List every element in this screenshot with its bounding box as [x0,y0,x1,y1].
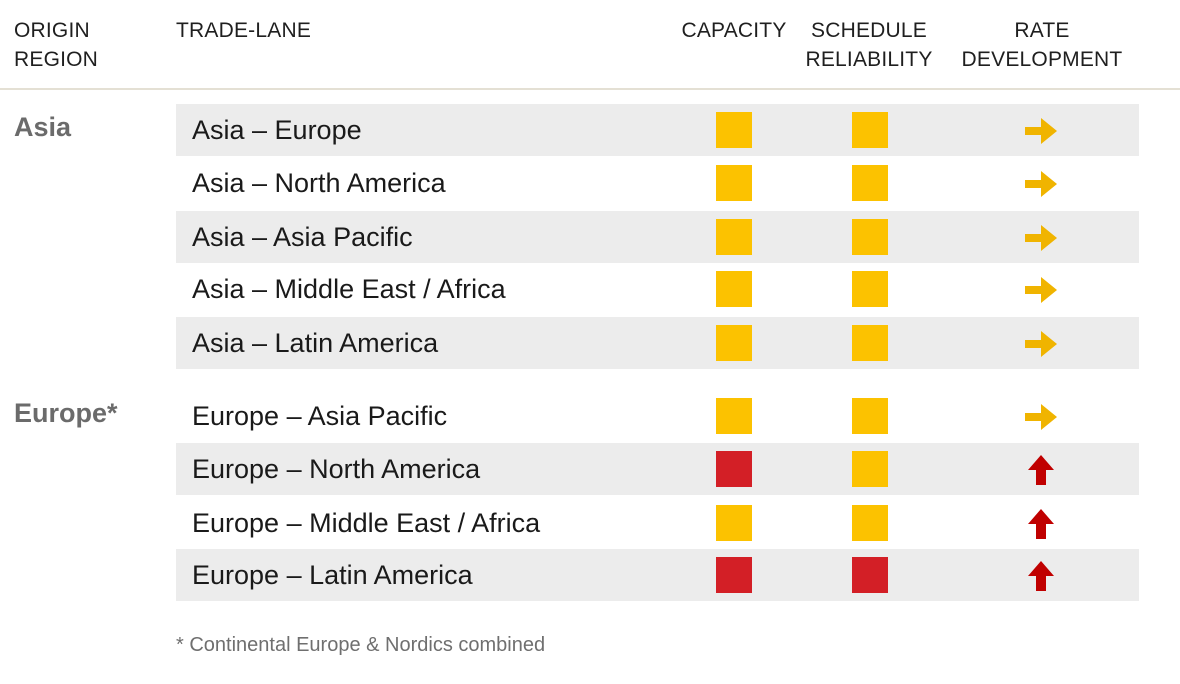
schedule-reliability-indicator [852,451,888,487]
trade-lane-name: Asia – North America [192,168,446,198]
trade-lane-name: Asia – Latin America [192,328,439,358]
schedule-reliability-indicator [852,325,888,361]
trade-lane-name: Europe – North America [192,454,481,484]
schedule-reliability-indicator [852,505,888,541]
capacity-indicator [716,398,752,434]
right-arrow-icon [1025,404,1057,430]
header-origin-region: ORIGIN REGION [14,19,99,71]
schedule-reliability-indicator [852,271,888,307]
capacity-indicator [716,271,752,307]
right-arrow-icon [1025,171,1057,197]
schedule-reliability-indicator [852,219,888,255]
table-row: Europe – Latin America [176,549,1139,601]
trade-lane-name: Europe – Middle East / Africa [192,508,541,538]
capacity-indicator [716,165,752,201]
header-rate-development: RATE DEVELOPMENT [961,19,1123,71]
right-arrow-icon [1025,331,1057,357]
header-schedule-reliability: SCHEDULE RELIABILITY [805,19,933,71]
capacity-indicator [716,219,752,255]
trade-lane-name: Asia – Europe [192,115,362,145]
capacity-indicator [716,112,752,148]
header-divider [0,88,1180,90]
header-capacity: CAPACITY [681,19,787,42]
capacity-indicator [716,557,752,593]
capacity-indicator [716,505,752,541]
region-label-asia: Asia [14,112,72,142]
table-row: Europe – Asia Pacific [176,390,1139,442]
capacity-indicator [716,325,752,361]
right-arrow-icon [1025,118,1057,144]
table-row: Asia – Asia Pacific [176,211,1139,263]
schedule-reliability-indicator [852,557,888,593]
header-trade-lane: TRADE-LANE [176,19,312,42]
table-row: Asia – North America [176,157,1139,209]
table-row: Europe – North America [176,443,1139,495]
right-arrow-icon [1025,225,1057,251]
capacity-indicator [716,451,752,487]
up-arrow-icon [1028,561,1054,591]
table-row: Asia – Latin America [176,317,1139,369]
schedule-reliability-indicator [852,112,888,148]
right-arrow-icon [1025,277,1057,303]
table-row: Asia – Europe [176,104,1139,156]
trade-lane-name: Asia – Middle East / Africa [192,274,506,304]
region-label-europe: Europe* [14,398,118,428]
trade-lane-name: Europe – Latin America [192,560,473,590]
trade-lane-name: Asia – Asia Pacific [192,222,413,252]
footnote: * Continental Europe & Nordics combined [176,634,546,656]
trade-lane-name: Europe – Asia Pacific [192,401,448,431]
table-row: Europe – Middle East / Africa [176,497,1139,549]
up-arrow-icon [1028,455,1054,485]
schedule-reliability-indicator [852,165,888,201]
table-row: Asia – Middle East / Africa [176,263,1139,315]
up-arrow-icon [1028,509,1054,539]
schedule-reliability-indicator [852,398,888,434]
